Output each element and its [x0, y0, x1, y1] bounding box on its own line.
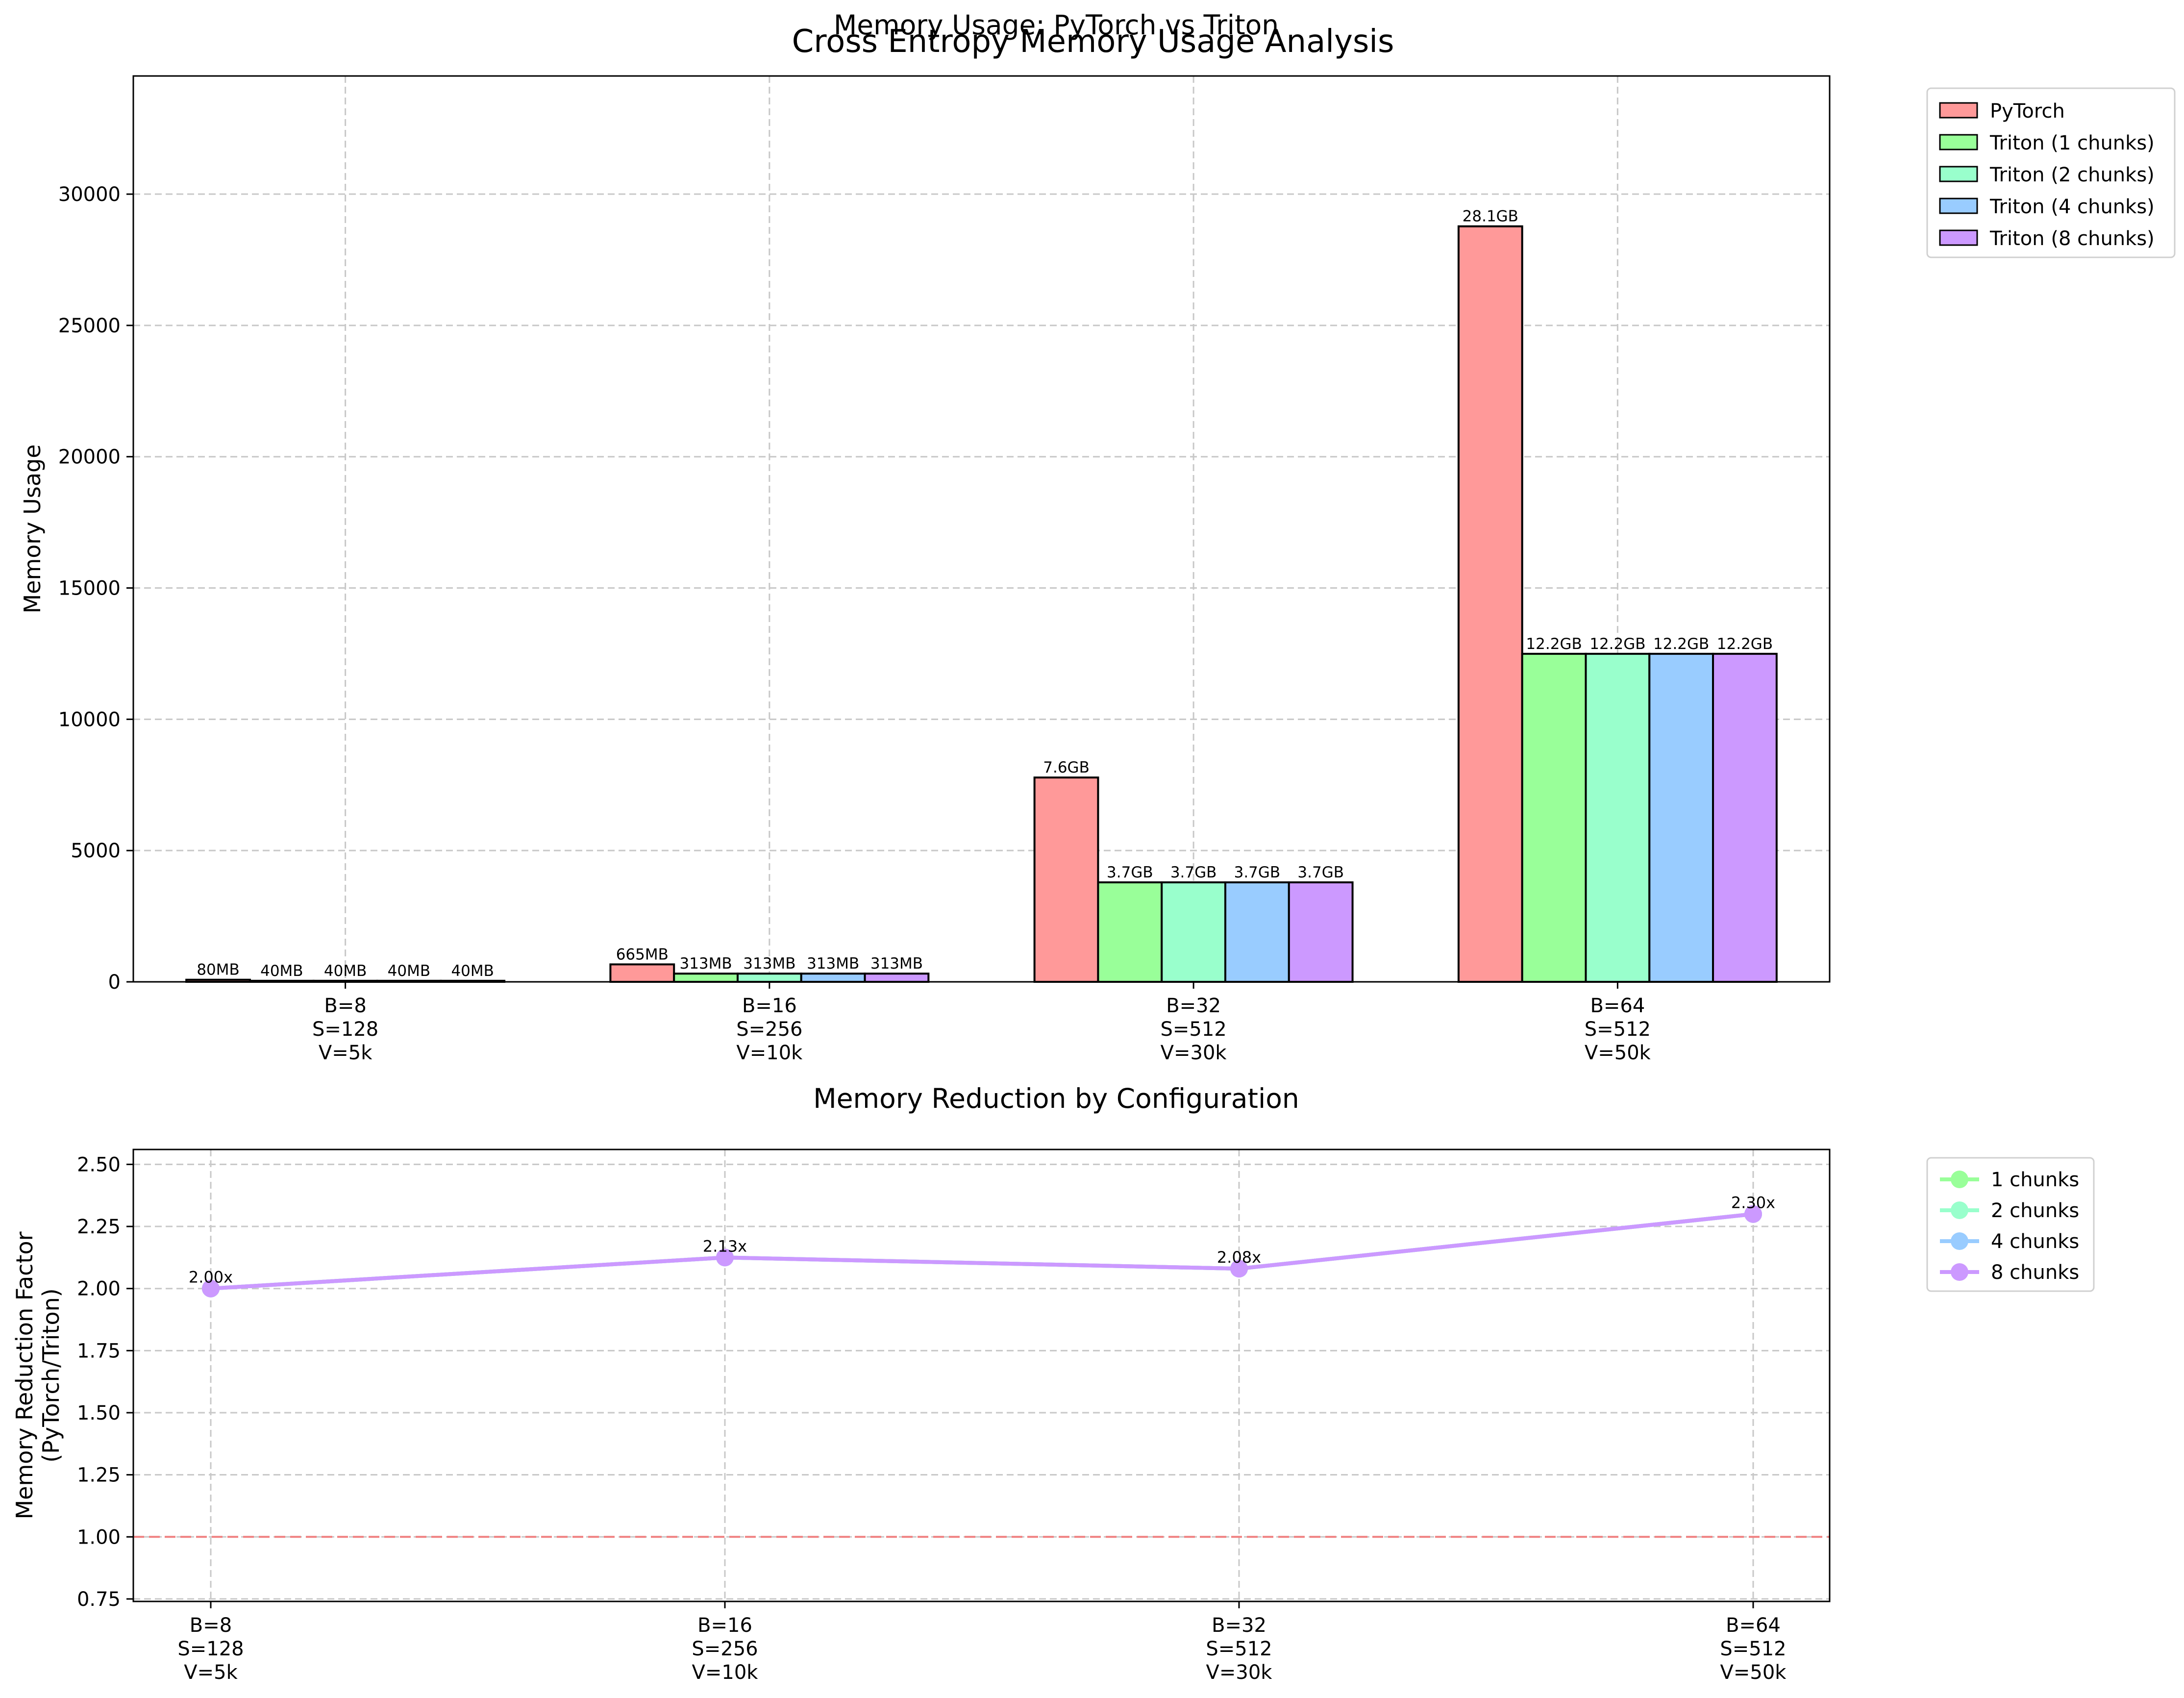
top-legend-label: Triton (4 chunks): [1989, 196, 2155, 218]
top-chart-title: Memory Usage: PyTorch vs Triton: [834, 9, 1279, 41]
top-legend-swatch: [1939, 166, 1978, 182]
bottom-legend-label: 1 chunks: [1991, 1169, 2079, 1191]
top-legend-label: PyTorch: [1990, 100, 2065, 123]
bottom-ytick-label: 2.50: [77, 1153, 121, 1176]
top-ytick-label: 25000: [58, 315, 121, 337]
bottom-legend-marker: [1951, 1171, 1968, 1188]
bottom-legend-label: 2 chunks: [1991, 1199, 2079, 1222]
bottom-legend-label: 4 chunks: [1991, 1230, 2079, 1253]
bar-value-label: 80MB: [197, 961, 239, 979]
bottom-chart: 2.00x 2.13x 2.08x 2.30x 0.75 1.00 1.25 1.50 1.75…: [11, 1149, 2095, 1684]
series-point: [1230, 1260, 1248, 1278]
bottom-chart-title: Memory Reduction by Configuration: [813, 1083, 1299, 1114]
bar: [1161, 881, 1227, 983]
bar-value-label: 3.7GB: [1170, 864, 1217, 881]
bottom-ytick-label: 1.25: [77, 1464, 121, 1487]
bar: [1033, 776, 1099, 983]
bottom-ytick-label: 1.75: [77, 1340, 121, 1362]
bottom-legend-box: [1926, 1157, 2095, 1292]
top-legend-swatch: [1939, 102, 1978, 119]
bar: [1585, 652, 1651, 983]
top-xtick-label: B=32 S=512 V=30k: [1160, 995, 1227, 1064]
series-point: [716, 1249, 734, 1267]
series-point: [1744, 1205, 1762, 1223]
series-point: [202, 1279, 220, 1298]
bar-value-label: 3.7GB: [1297, 864, 1344, 881]
bar-value-label: 313MB: [870, 955, 923, 973]
bar-value-label: 3.7GB: [1234, 864, 1281, 881]
top-legend-label: Triton (1 chunks): [1989, 132, 2155, 154]
bottom-legend-marker: [1951, 1263, 1968, 1281]
bottom-axes-frame: [132, 1149, 1831, 1602]
bar-value-label: 40MB: [324, 962, 367, 980]
bar: [1097, 881, 1163, 983]
bar-value-label: 313MB: [679, 955, 732, 973]
bar: [673, 973, 739, 983]
bar-value-label: 40MB: [260, 962, 303, 980]
top-ylabel: Memory Usage: [19, 444, 46, 613]
top-axes-frame: [132, 75, 1831, 983]
top-ytick-label: 15000: [58, 577, 121, 600]
bottom-legend-marker: [1951, 1232, 1968, 1250]
top-legend-box: [1926, 87, 2176, 258]
bottom-ytick-label: 1.00: [77, 1526, 121, 1548]
top-legend-swatch: [1939, 134, 1978, 150]
series-line: [210, 1212, 1754, 1291]
top-xtick-label: B=64 S=512 V=50k: [1585, 995, 1651, 1064]
bottom-ytick-label: 0.75: [77, 1588, 121, 1611]
bar-value-label: 12.2GB: [1717, 635, 1773, 653]
top-ytick-label: 10000: [58, 708, 121, 731]
bar-value-label: 665MB: [616, 946, 669, 963]
top-legend-swatch: [1939, 198, 1978, 214]
top-ytick-label: 30000: [58, 183, 121, 206]
bar: [1648, 652, 1714, 983]
bottom-ylabel: Memory Reduction Factor(PyTorch/Triton): [11, 1231, 64, 1519]
point-value-label: 2.00x: [189, 1268, 233, 1287]
top-xtick-label: B=16 S=256 V=10k: [736, 995, 803, 1064]
bar: [800, 973, 866, 983]
bottom-xtick-label: B=16 S=256 V=10k: [692, 1614, 758, 1684]
bar-value-label: 3.7GB: [1107, 864, 1153, 881]
bar-value-label: 12.2GB: [1589, 635, 1645, 653]
bottom-legend-marker: [1951, 1201, 1968, 1219]
bottom-xtick-label: B=8 S=128 V=5k: [177, 1614, 244, 1684]
bar: [1288, 881, 1354, 983]
top-chart: 80MB 665MB 7.6GB 28.1GB 40MB 313MB 3.7GB 12.2GB…: [19, 75, 2176, 1064]
bottom-ytick-label: 1.50: [77, 1402, 121, 1424]
top-legend-label: Triton (8 chunks): [1989, 227, 2155, 250]
top-legend-swatch: [1939, 229, 1978, 246]
point-value-label: 2.30x: [1731, 1194, 1775, 1212]
bar: [609, 963, 675, 983]
figure-suptitle: Cross Entropy Memory Usage Analysis: [792, 24, 1394, 60]
top-ytick-label: 0: [108, 971, 121, 994]
bar-value-label: 313MB: [743, 955, 795, 973]
top-ytick-label: 20000: [58, 446, 121, 469]
point-value-label: 2.13x: [703, 1237, 747, 1255]
point-value-label: 2.08x: [1217, 1248, 1261, 1267]
bar-value-label: 40MB: [451, 962, 494, 980]
bar-value-label: 313MB: [807, 955, 859, 973]
bottom-xtick-label: B=64 S=512 V=50k: [1720, 1614, 1787, 1684]
bar: [1224, 881, 1290, 983]
top-ytick-label: 5000: [71, 840, 121, 862]
bottom-legend-label: 8 chunks: [1991, 1261, 2079, 1284]
bar: [1521, 652, 1587, 983]
bottom-ytick-label: 2.25: [77, 1216, 121, 1238]
bar: [736, 973, 802, 983]
bottom-xtick-label: B=32 S=512 V=30k: [1206, 1614, 1272, 1684]
bottom-ytick-label: 2.00: [77, 1278, 121, 1300]
bar-value-label: 12.2GB: [1526, 635, 1582, 653]
bar-value-label: 12.2GB: [1653, 635, 1709, 653]
bar-value-label: 7.6GB: [1043, 759, 1090, 776]
bar: [1712, 652, 1778, 983]
bar-value-label: 28.1GB: [1463, 208, 1518, 225]
top-xtick-label: B=8 S=128 V=5k: [312, 995, 378, 1064]
top-legend-label: Triton (2 chunks): [1989, 164, 2155, 186]
bar: [1457, 225, 1523, 983]
bar: [864, 973, 930, 983]
bar-value-label: 40MB: [388, 962, 430, 980]
